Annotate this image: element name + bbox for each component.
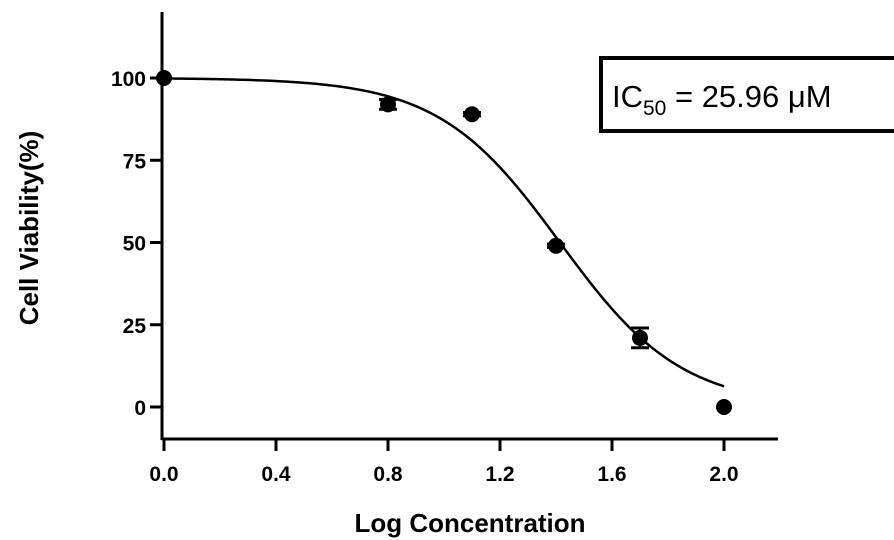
x-tick-label: 1.6: [597, 463, 626, 486]
y-tick-label: 25: [123, 315, 147, 338]
ic50-annotation: IC50 = 25.96 μM: [599, 56, 894, 133]
ic50-label: IC50 = 25.96 μM: [612, 79, 832, 120]
x-tick-label: 0.8: [373, 463, 403, 486]
data-point: [464, 106, 480, 123]
data-points: [156, 70, 732, 415]
data-point: [632, 329, 648, 346]
ic50-subscript: 50: [643, 97, 666, 120]
x-axis: 0.0 0.4 0.8 1.2 1.6 2.0: [149, 437, 778, 486]
y-tick-label: 100: [111, 68, 146, 91]
fit-curve: [163, 77, 725, 388]
x-axis-title: Log Concentration: [354, 508, 585, 538]
y-axis-title: Cell Viability(%): [14, 131, 44, 326]
data-point: [716, 399, 732, 415]
y-tick-label: 50: [123, 233, 146, 256]
x-tick-label: 1.2: [485, 463, 514, 486]
x-tick-label: 0.4: [261, 463, 291, 486]
x-tick-label: 2.0: [709, 463, 738, 486]
x-tick-label: 0.0: [149, 463, 178, 486]
data-point: [548, 237, 564, 254]
data-point: [380, 96, 396, 113]
data-point: [156, 70, 172, 86]
y-axis: 0 25 50 75 100: [111, 12, 164, 440]
y-tick-label: 75: [123, 150, 147, 173]
ic50-value: = 25.96 μM: [666, 79, 831, 114]
ic50-prefix: IC: [612, 79, 643, 114]
y-tick-label: 0: [134, 397, 146, 420]
ic50-box: [599, 56, 894, 133]
